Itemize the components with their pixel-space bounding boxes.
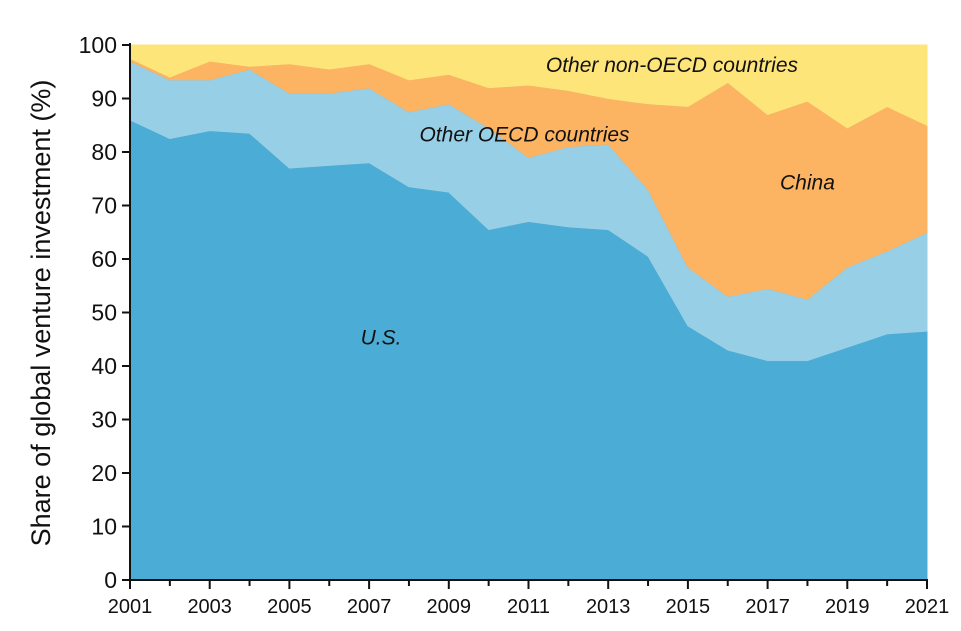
x-tick-label-2021: 2021 — [905, 596, 950, 618]
y-tick-label-50: 50 — [91, 300, 117, 326]
y-tick-label-10: 10 — [91, 514, 117, 540]
x-tick-label-2017: 2017 — [745, 596, 790, 618]
y-tick-label-100: 100 — [79, 32, 117, 58]
y-tick-label-60: 60 — [91, 246, 117, 272]
x-tick-label-2003: 2003 — [187, 596, 232, 618]
x-tick-label-2007: 2007 — [347, 596, 392, 618]
y-axis-title: Share of global venture investment (%) — [26, 80, 56, 547]
x-tick-label-2005: 2005 — [267, 596, 312, 618]
y-tick-label-40: 40 — [91, 353, 117, 379]
label-other-oecd-countries: Other OECD countries — [419, 123, 630, 146]
x-tick-label-2013: 2013 — [586, 596, 631, 618]
area-other-non-oecd-countries — [129, 44, 928, 129]
series-labels: Other non-OECD countries Other OECD count… — [361, 54, 835, 350]
label-china: China — [780, 171, 835, 194]
y-tick-label-70: 70 — [91, 193, 117, 219]
x-tick-label-2009: 2009 — [427, 596, 472, 618]
y-tick-label-30: 30 — [91, 407, 117, 433]
x-tick-label-2015: 2015 — [666, 596, 711, 618]
y-tick-label-80: 80 — [91, 139, 117, 165]
y-tick-label-20: 20 — [91, 460, 117, 486]
area-layers — [129, 44, 928, 581]
axes: 0 10 20 30 40 50 60 70 80 90 100 2001 2003 2005 2007 20… — [79, 32, 950, 618]
y-tick-label-90: 90 — [91, 86, 117, 112]
x-tick-label-2001: 2001 — [108, 596, 153, 618]
x-tick-label-2011: 2011 — [507, 596, 550, 618]
label-u-s: U.S. — [361, 327, 402, 350]
label-other-non-oecd-countries: Other non-OECD countries — [546, 54, 799, 77]
x-tick-label-2019: 2019 — [825, 596, 870, 618]
y-tick-label-0: 0 — [104, 567, 117, 593]
